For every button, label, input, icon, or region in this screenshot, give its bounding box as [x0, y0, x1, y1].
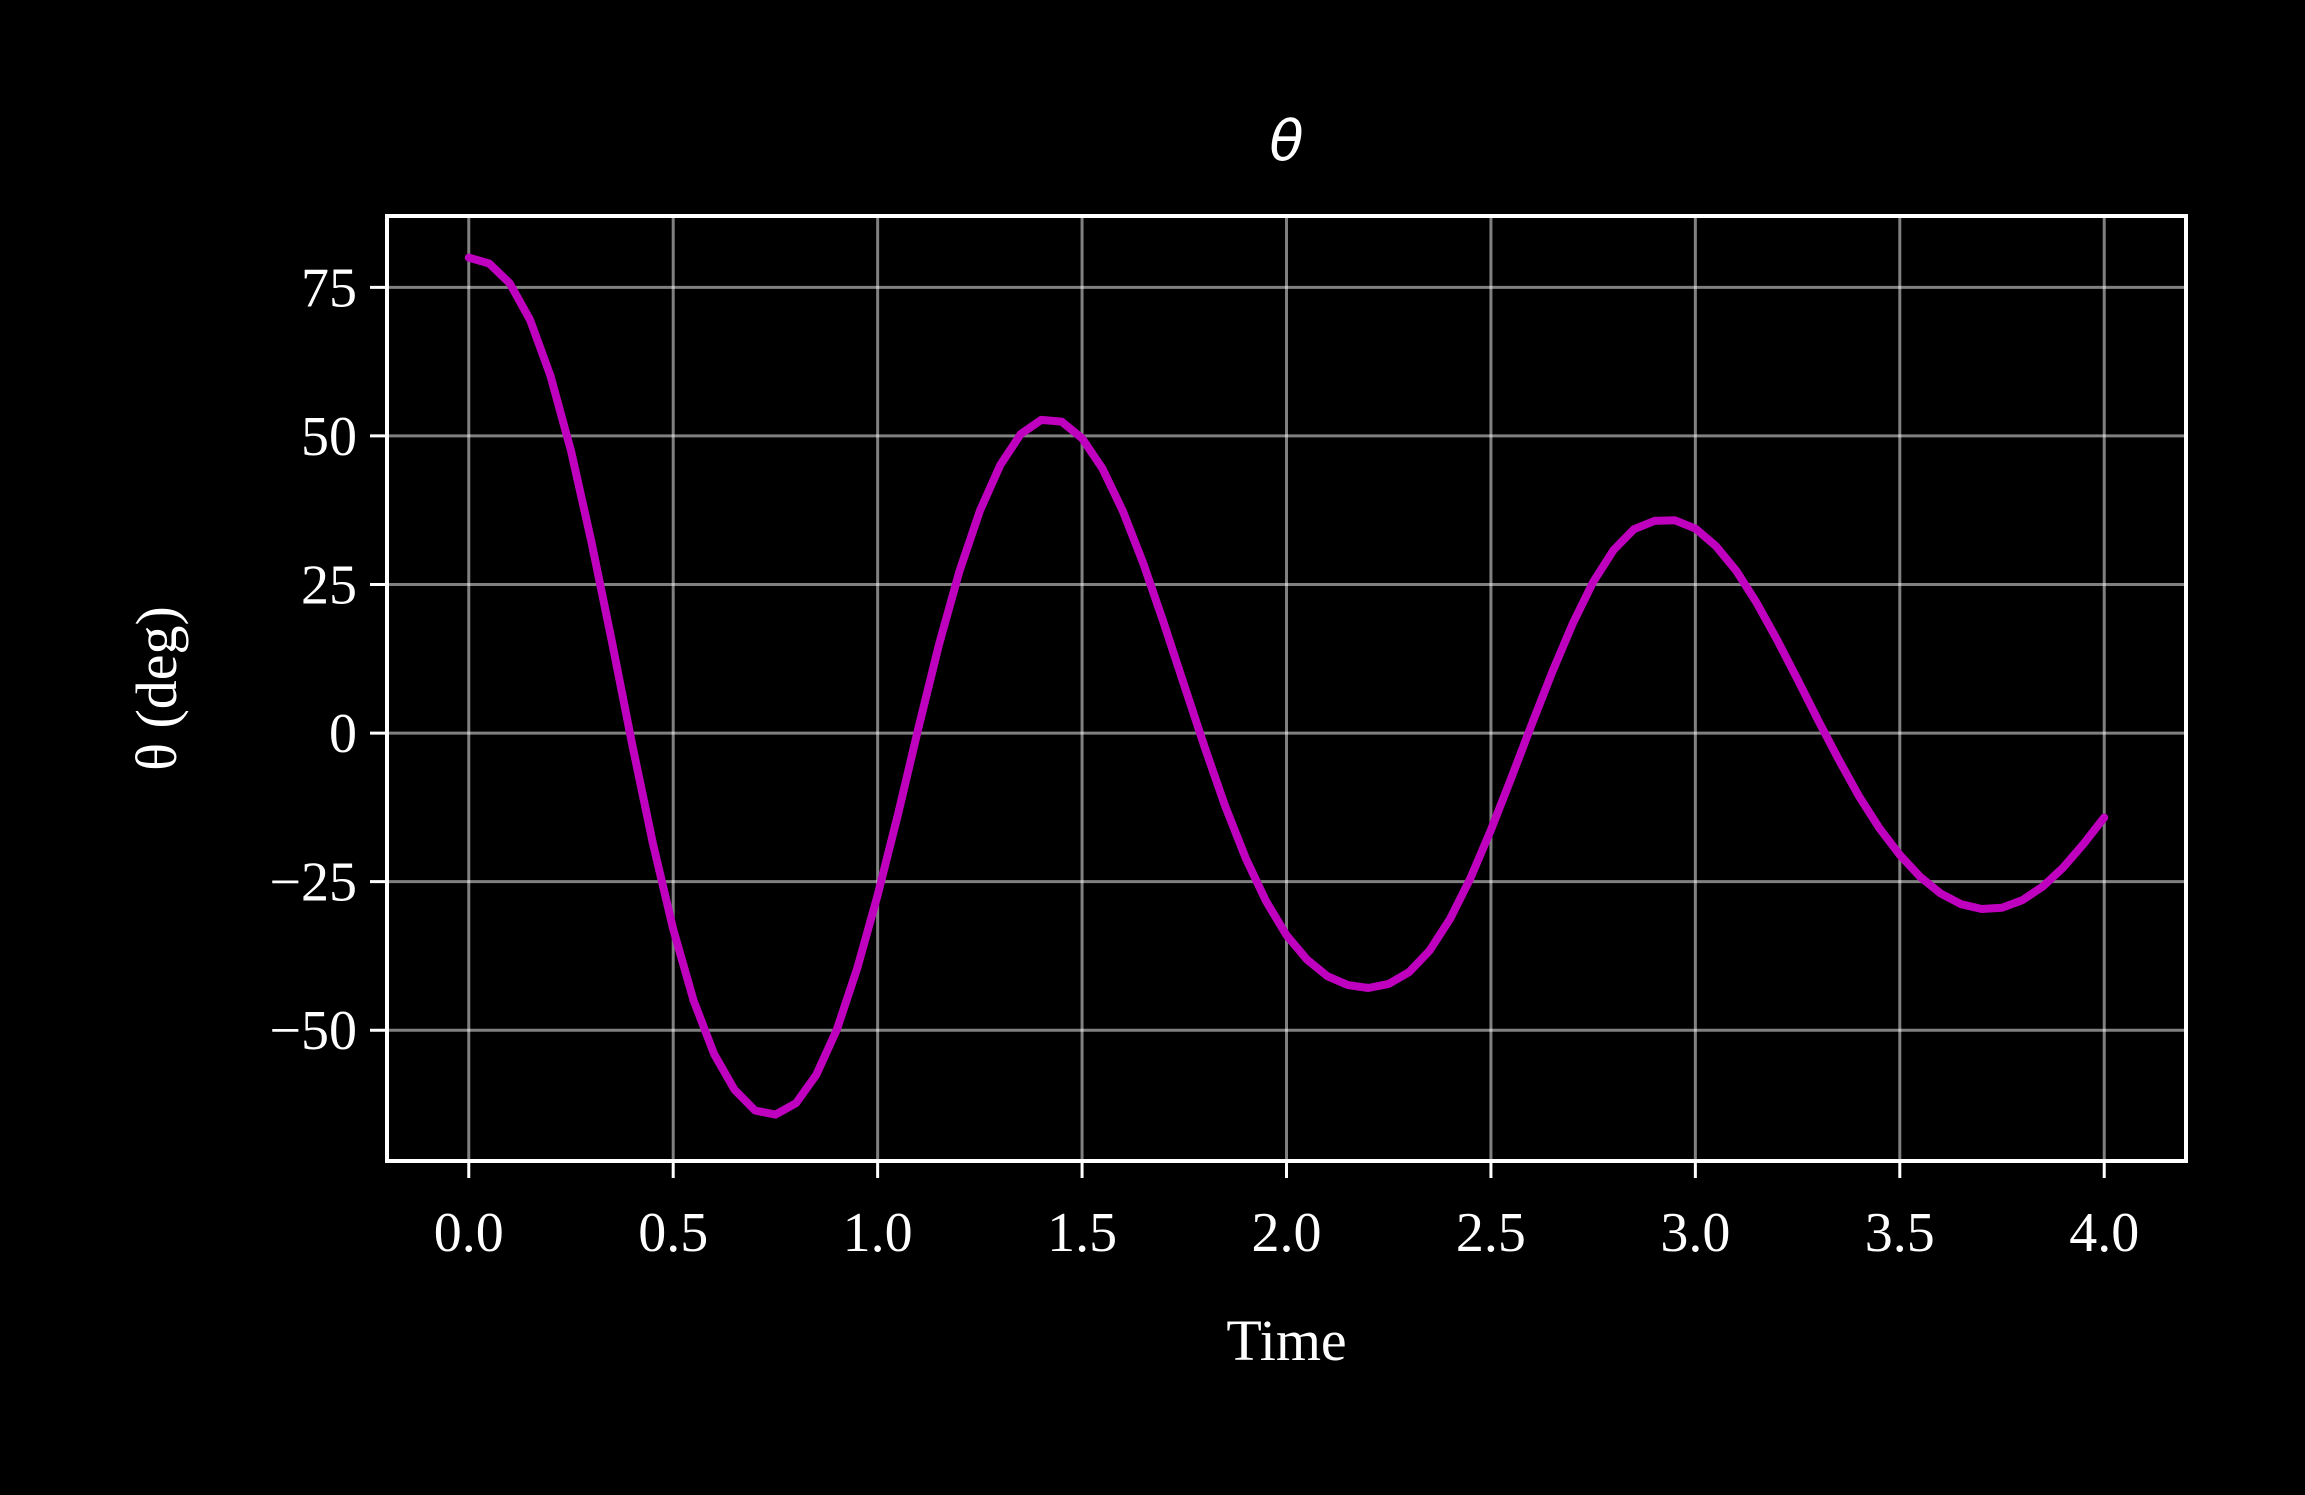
x-axis-label: Time: [1226, 1308, 1346, 1373]
x-tick-label: 1.5: [1047, 1202, 1117, 1264]
tick-labels: 0.0 0.5 1.0 1.5 2.0 2.5 3.0 3.5 4.0 75 50 25 0 −25 −50: [269, 257, 2139, 1264]
x-tick-label: 3.0: [1660, 1202, 1730, 1264]
x-tick-label: 4.0: [2069, 1202, 2139, 1264]
x-tick-label: 0.0: [434, 1202, 504, 1264]
y-tick-label: −50: [269, 1000, 357, 1062]
series-line: [464, 253, 2109, 1119]
y-tick-label: 0: [329, 703, 357, 765]
ticks: [370, 285, 2106, 1178]
grid: [387, 216, 2186, 1161]
y-tick-label: 25: [301, 554, 357, 616]
y-tick-label: 75: [301, 257, 357, 319]
y-axis-label: θ (deg): [124, 606, 189, 771]
y-tick-label: 50: [301, 406, 357, 468]
x-tick-label: 2.0: [1252, 1202, 1322, 1264]
y-tick-label: −25: [269, 852, 357, 914]
chart-title: θ: [1269, 109, 1303, 174]
series-layer: [464, 253, 2109, 1119]
x-tick-label: 3.5: [1865, 1202, 1935, 1264]
x-tick-label: 2.5: [1456, 1202, 1526, 1264]
x-tick-label: 1.0: [843, 1202, 913, 1264]
x-tick-label: 0.5: [638, 1202, 708, 1264]
